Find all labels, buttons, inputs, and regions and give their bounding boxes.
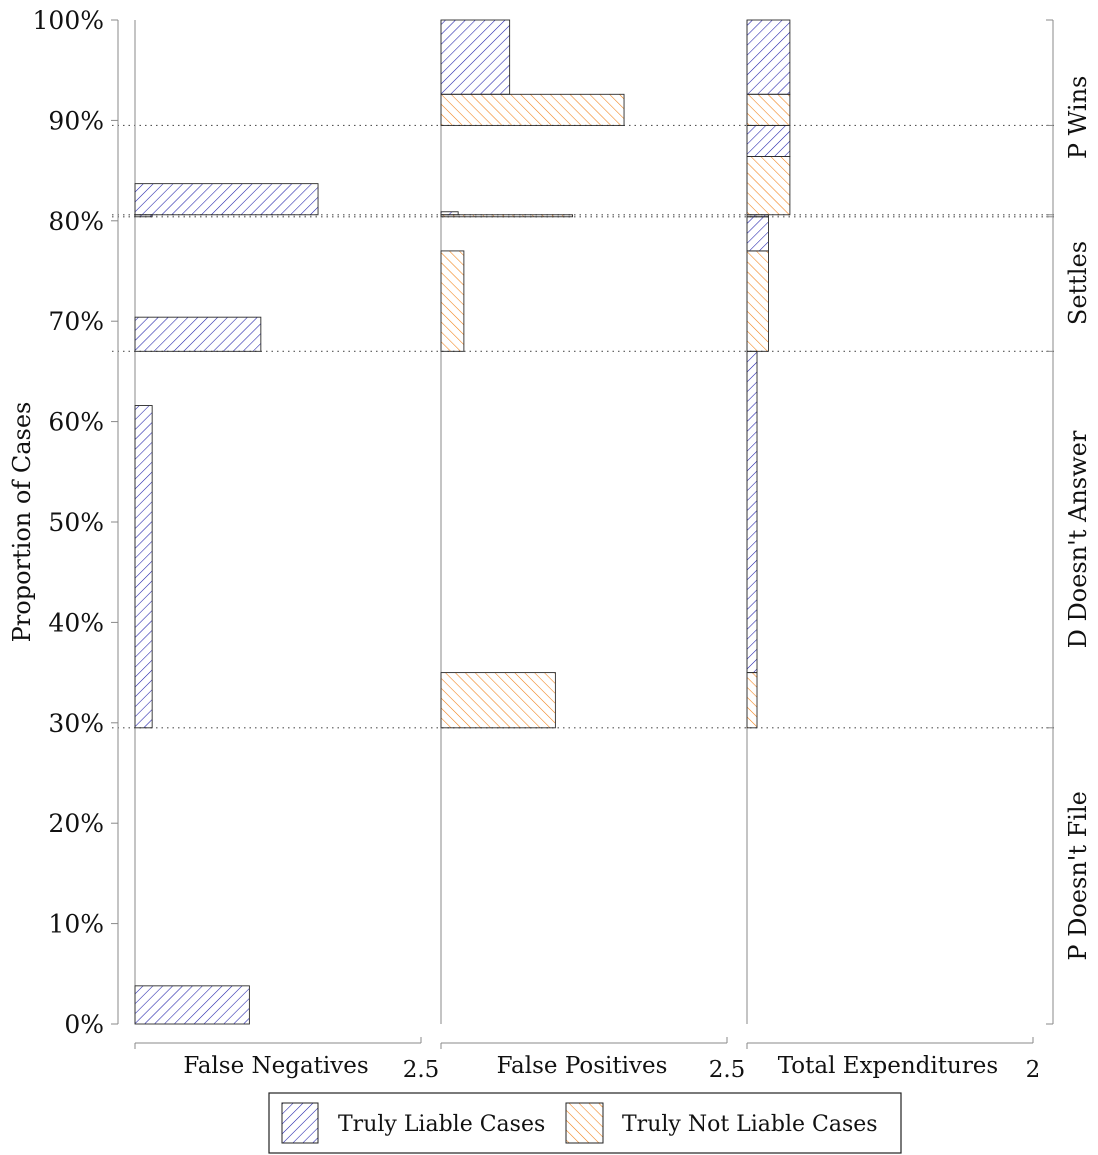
legend-label: Truly Not Liable Cases <box>622 1112 878 1137</box>
bar <box>440 211 459 216</box>
y-axis-title: Proportion of Cases <box>8 402 36 643</box>
bar <box>440 93 625 126</box>
axes-layer <box>111 19 1054 1049</box>
grid-layer <box>112 124 1058 729</box>
legend: Truly Liable Cases Truly Not Liable Cases <box>268 1092 902 1154</box>
y-tick-label: 0% <box>64 1010 104 1039</box>
y-tick-label: 70% <box>48 307 104 336</box>
stage-label: P Doesn't File <box>1064 791 1092 961</box>
legend-swatch <box>281 1102 319 1144</box>
bar <box>746 19 791 95</box>
bar <box>440 672 556 729</box>
stage-label: Settles <box>1064 241 1092 325</box>
x-max-tick-label: 2.5 <box>709 1057 746 1083</box>
legend-swatch <box>565 1102 604 1144</box>
y-tick-label: 40% <box>48 608 104 637</box>
bar <box>134 316 262 352</box>
y-tick-label: 60% <box>48 408 104 437</box>
bar <box>746 672 758 729</box>
bar <box>440 214 574 218</box>
y-tick-label: 90% <box>48 106 104 135</box>
bar <box>440 250 465 352</box>
y-tick-label: 20% <box>48 809 104 838</box>
x-axis-title: False Negatives <box>183 1053 368 1079</box>
bars-layer <box>134 19 791 1025</box>
bar <box>134 183 319 216</box>
bar <box>746 350 758 674</box>
x-max-tick-label: 2 <box>1026 1057 1041 1083</box>
x-axis-title: Total Expenditures <box>778 1053 998 1079</box>
bar <box>746 93 791 126</box>
y-tick-label: 10% <box>48 910 104 939</box>
y-tick-label: 30% <box>48 709 104 738</box>
y-tick-label: 80% <box>48 207 104 236</box>
bar <box>134 985 250 1025</box>
bar <box>746 124 791 157</box>
x-axis-title: False Positives <box>497 1053 668 1079</box>
y-tick-label: 100% <box>33 6 104 35</box>
y-tick-label: 50% <box>48 508 104 537</box>
stage-label: D Doesn't Answer <box>1064 430 1092 648</box>
x-max-tick-label: 2.5 <box>403 1057 440 1083</box>
stage-label: P Wins <box>1064 76 1092 159</box>
legend-label: Truly Liable Cases <box>338 1112 545 1137</box>
bar <box>746 250 769 352</box>
bar <box>134 405 153 729</box>
bar <box>746 216 769 252</box>
bar <box>440 19 511 95</box>
bar <box>746 156 791 216</box>
labels-layer: 0% 10% 20% 30% 40% 50% 60% 70% 80% 90% 100% Proport… <box>8 6 1092 1083</box>
